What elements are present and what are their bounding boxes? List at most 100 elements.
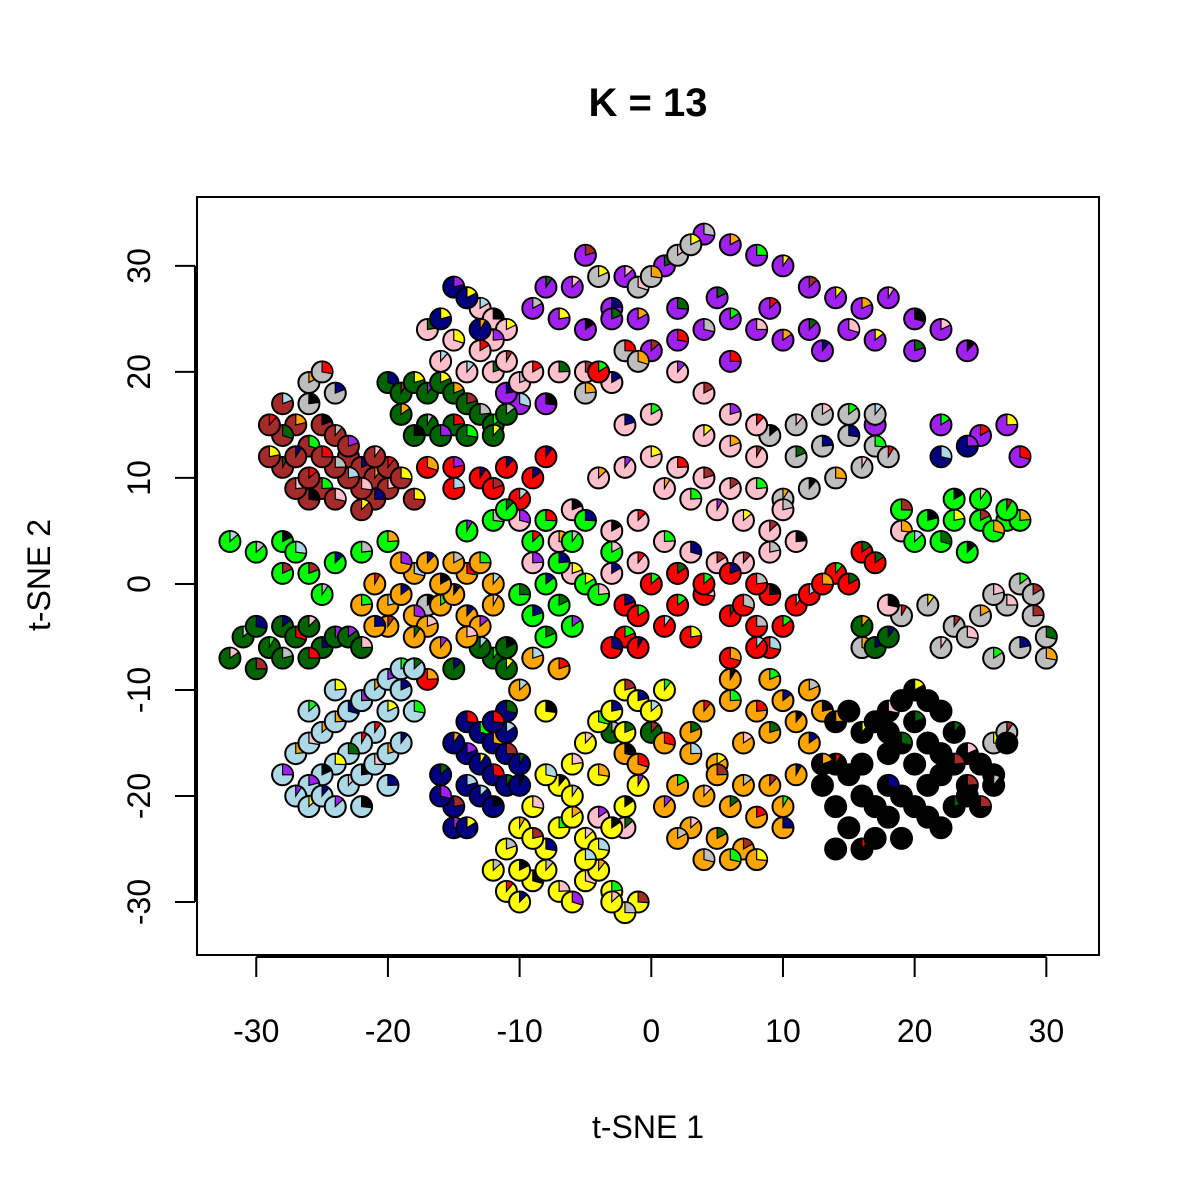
data-point [797,318,821,342]
data-point [389,583,413,607]
data-point [442,477,466,501]
x-tick-label: -20 [365,1013,411,1049]
data-point [771,795,795,819]
data-point [955,540,979,564]
data-point [494,837,518,861]
y-tick-label: -20 [121,773,157,819]
data-point [468,339,492,363]
data-point [534,445,558,469]
data-point [508,773,532,797]
data-point [982,773,1006,797]
data-point [323,487,347,511]
data-point [323,381,347,405]
data-point [481,593,505,617]
data-point [626,307,650,331]
data-point [626,508,650,532]
data-point [692,572,716,596]
data-point [784,763,808,787]
data-point [560,752,584,776]
data-point [402,699,426,723]
data-point [968,487,992,511]
data-point [810,402,834,426]
data-point [271,392,295,416]
data-point [929,636,953,660]
data-point [257,445,281,469]
data-point [666,826,690,850]
data-point [481,424,505,448]
y-tick-label: 0 [121,575,157,593]
data-point [350,593,374,617]
data-point [929,413,953,437]
data-point [534,625,558,649]
data-point [903,752,927,776]
data-point [481,710,505,734]
points-layer [218,222,1058,925]
data-point [481,572,505,596]
data-point [613,720,637,744]
data-point [876,625,900,649]
data-point [310,360,334,384]
data-point [758,519,782,543]
data-point [784,445,808,469]
data-point [244,614,268,638]
data-point [718,667,742,691]
data-point [824,795,848,819]
data-point [560,890,584,914]
data-point [758,667,782,691]
data-point [824,466,848,490]
data-point [494,402,518,426]
data-point [824,837,848,861]
data-point [508,890,532,914]
data-point [468,551,492,575]
data-point [837,763,861,787]
data-point [389,678,413,702]
data-point [797,477,821,501]
data-point [508,858,532,882]
data-point [271,561,295,585]
data-point [639,445,663,469]
x-tick-label: 20 [897,1013,933,1049]
data-point [955,339,979,363]
x-tick-label: -30 [233,1013,279,1049]
data-point [968,795,992,819]
data-point [560,275,584,299]
data-point [297,561,321,585]
data-point [784,413,808,437]
data-point [955,434,979,458]
y-tick-label: 30 [121,248,157,284]
data-point [560,784,584,808]
data-point [666,328,690,352]
data-point [692,424,716,448]
data-point [837,402,861,426]
data-point [771,614,795,638]
chart-title: K = 13 [589,81,708,125]
data-point [481,795,505,819]
data-point [350,498,374,522]
data-point [560,805,584,829]
data-point [666,455,690,479]
data-point [402,487,426,511]
data-point [837,424,861,448]
data-point [639,402,663,426]
data-point [666,296,690,320]
data-point [718,795,742,819]
data-point [863,795,887,819]
data-point [547,551,571,575]
data-point [837,816,861,840]
data-point [995,413,1019,437]
data-point [679,487,703,511]
data-point [257,413,281,437]
data-point [587,583,611,607]
data-point [455,360,479,384]
data-point [718,434,742,458]
data-point [1034,646,1058,670]
data-point [1008,445,1032,469]
data-point [534,763,558,787]
data-point [508,678,532,702]
data-point [587,763,611,787]
data-point [652,530,676,554]
data-point [389,551,413,575]
data-point [402,657,426,681]
data-point [982,519,1006,543]
